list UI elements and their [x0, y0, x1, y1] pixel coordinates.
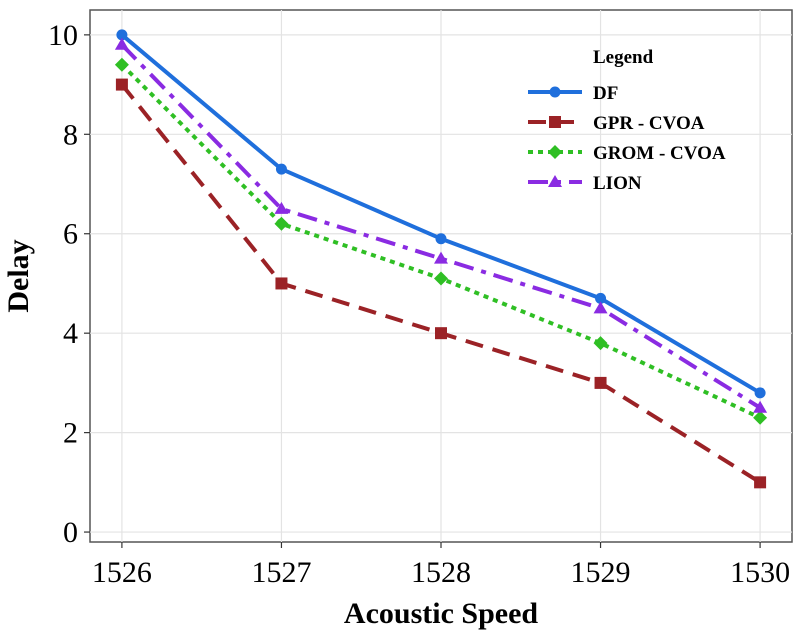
series-1 [115, 78, 767, 489]
x-tick-labels: 1526 1527 1528 1529 1530 [92, 542, 790, 589]
x-tick-label: 1528 [411, 556, 471, 589]
series-3 [114, 37, 768, 413]
data-point [116, 29, 128, 41]
legend-label: GROM - CVOA [593, 143, 726, 164]
x-tick-label: 1530 [730, 556, 790, 589]
series-0 [116, 29, 766, 399]
data-point [593, 336, 608, 351]
x-tick-label: 1527 [251, 556, 311, 589]
legend-item: GROM - CVOA [528, 143, 726, 164]
data-point [274, 201, 289, 214]
legend: Legend DF GPR - CVOA GROM - CVOA LION [528, 47, 726, 194]
data-point [275, 163, 287, 175]
legend-label: DF [593, 83, 618, 104]
data-point [274, 216, 289, 231]
legend-item: DF [528, 83, 618, 104]
data-point [434, 271, 448, 286]
y-tick-label: 10 [48, 19, 78, 52]
data-point [754, 387, 766, 399]
y-tick-label: 6 [63, 218, 78, 251]
legend-swatch-marker [548, 175, 562, 187]
data-point [594, 376, 607, 389]
x-tick-label: 1529 [571, 556, 631, 589]
data-point [435, 327, 447, 340]
legend-title: Legend [593, 47, 654, 68]
y-tick-labels: 0 2 4 6 8 10 [48, 19, 90, 549]
legend-label: GPR - CVOA [593, 113, 705, 134]
data-point [435, 233, 447, 245]
data-point [275, 277, 288, 290]
data-point [753, 410, 768, 425]
y-tick-label: 8 [63, 118, 78, 151]
data-point [114, 37, 129, 50]
data-point [434, 251, 448, 264]
data-point [114, 57, 129, 72]
data-point [753, 400, 768, 413]
legend-items: DF GPR - CVOA GROM - CVOA LION [528, 83, 726, 194]
series-layer [114, 29, 768, 489]
y-tick-label: 2 [63, 417, 78, 450]
legend-swatch-marker [548, 145, 562, 159]
legend-swatch-marker [549, 116, 561, 128]
data-point [595, 292, 607, 304]
x-axis-title: Acoustic Speed [344, 597, 538, 630]
legend-label: LION [593, 173, 642, 194]
data-point [754, 476, 767, 489]
y-axis-title: Delay [2, 239, 35, 312]
series-2 [114, 57, 768, 425]
legend-item: LION [528, 173, 642, 194]
y-tick-label: 4 [63, 317, 78, 350]
x-tick-label: 1526 [92, 556, 152, 589]
legend-swatch-marker [549, 86, 561, 98]
y-tick-label: 0 [63, 516, 78, 549]
legend-item: GPR - CVOA [528, 113, 705, 134]
series-line [120, 43, 762, 410]
data-point [593, 301, 608, 314]
data-point [115, 78, 128, 91]
